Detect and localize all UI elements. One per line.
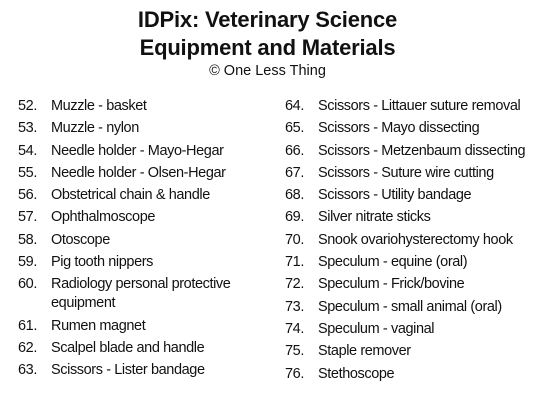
list-item: 63. Scissors - Lister bandage	[18, 361, 268, 380]
list-item: 75. Staple remover	[285, 342, 530, 361]
item-number: 74.	[285, 320, 304, 337]
item-label: Needle holder - Mayo-Hegar	[51, 142, 224, 159]
item-label: Stethoscope	[318, 365, 395, 382]
item-label: Speculum - equine (oral)	[318, 254, 468, 271]
item-label: Scissors - Suture wire cutting	[318, 164, 494, 181]
item-label: Speculum - small animal (oral)	[318, 298, 502, 315]
list-item: 65. Scissors - Mayo dissecting	[285, 119, 530, 138]
item-label: Scissors - Metzenbaum dissecting	[318, 142, 526, 159]
list-item: 71. Speculum - equine (oral)	[285, 253, 530, 272]
list-item: 56. Obstetrical chain & handle	[18, 186, 268, 205]
item-number: 68.	[285, 187, 304, 204]
credit-line: © One Less Thing	[209, 63, 326, 79]
item-label: Rumen magnet	[51, 317, 146, 334]
list-item: 60. Radiology personal protective equipme…	[18, 275, 268, 313]
item-number: 54.	[18, 142, 37, 159]
item-number: 70.	[285, 231, 304, 248]
item-number: 64.	[285, 98, 304, 114]
item-number: 65.	[285, 120, 304, 137]
item-number: 72.	[285, 276, 304, 293]
list-item: 52. Muzzle - basket	[18, 97, 268, 116]
page-title-line-2: Equipment and Materials	[139, 35, 396, 60]
list-item: 69. Silver nitrate sticks	[285, 208, 530, 227]
item-number: 69.	[285, 209, 304, 226]
item-label: Muzzle - nylon	[51, 120, 139, 137]
item-number: 67.	[285, 164, 304, 181]
item-label: Scissors - Littauer suture removal	[318, 98, 521, 114]
list-item: 74. Speculum - vaginal	[285, 320, 530, 339]
page-title-line-1: IDPix: Veterinary Science	[137, 7, 398, 32]
item-label: Scissors - Mayo dissecting	[318, 120, 480, 137]
item-number: 58.	[18, 231, 37, 248]
item-number: 55.	[18, 164, 37, 181]
item-number: 62.	[18, 339, 37, 356]
item-number: 59.	[18, 254, 37, 271]
list-item: 58. Otoscope	[18, 231, 268, 250]
list-item: 54. Needle holder - Mayo-Hegar	[18, 142, 268, 161]
list-item: 73. Speculum - small animal (oral)	[285, 298, 530, 317]
item-label: Ophthalmoscope	[51, 209, 156, 226]
list-item: 55. Needle holder - Olsen-Hegar	[18, 164, 268, 183]
item-number: 63.	[18, 362, 37, 379]
item-label: Scalpel blade and handle	[51, 339, 205, 356]
item-label: Obstetrical chain & handle	[51, 187, 210, 204]
list-item: 61. Rumen magnet	[18, 317, 268, 336]
item-label: Otoscope	[51, 231, 110, 248]
item-number: 53.	[18, 120, 37, 137]
item-number: 76.	[285, 365, 304, 382]
item-number: 57.	[18, 209, 37, 226]
item-label: Staple remover	[318, 343, 411, 360]
item-number: 73.	[285, 298, 304, 315]
list-item: 67. Scissors - Suture wire cutting	[285, 164, 530, 183]
item-label: Needle holder - Olsen-Hegar	[51, 164, 226, 181]
page-header: IDPix: Veterinary Science Equipment and …	[0, 6, 535, 80]
right-column-list: 64. Scissors - Littauer suture removal 65…	[285, 97, 530, 387]
item-label: Speculum - Frick/bovine	[318, 276, 465, 293]
list-item: 57. Ophthalmoscope	[18, 208, 268, 227]
list-item: 53. Muzzle - nylon	[18, 119, 268, 138]
item-label: Silver nitrate sticks	[318, 209, 431, 226]
item-number: 71.	[285, 254, 304, 271]
item-number: 56.	[18, 187, 37, 204]
item-label: Radiology personal protective equipment	[51, 276, 231, 312]
item-label: Scissors - Lister bandage	[51, 362, 205, 379]
item-label: Speculum - vaginal	[318, 320, 435, 337]
item-label: Scissors - Utility bandage	[318, 187, 472, 204]
item-number: 61.	[18, 317, 37, 334]
item-label: Snook ovariohysterectomy hook	[318, 231, 513, 248]
list-item: 64. Scissors - Littauer suture removal	[285, 97, 530, 116]
left-column-list: 52. Muzzle - basket 53. Muzzle - nylon 54.…	[18, 97, 268, 384]
list-item: 70. Snook ovariohysterectomy hook	[285, 231, 530, 250]
item-number: 52.	[18, 98, 37, 114]
list-item: 72. Speculum - Frick/bovine	[285, 275, 530, 294]
list-item: 76. Stethoscope	[285, 365, 530, 384]
item-number: 66.	[285, 142, 304, 159]
list-item: 68. Scissors - Utility bandage	[285, 186, 530, 205]
list-item: 59. Pig tooth nippers	[18, 253, 268, 272]
item-number: 75.	[285, 343, 304, 360]
item-label: Pig tooth nippers	[51, 254, 154, 271]
item-label: Muzzle - basket	[51, 98, 147, 114]
item-number: 60.	[18, 276, 37, 293]
list-item: 62. Scalpel blade and handle	[18, 339, 268, 358]
list-item: 66. Scissors - Metzenbaum dissecting	[285, 142, 530, 161]
